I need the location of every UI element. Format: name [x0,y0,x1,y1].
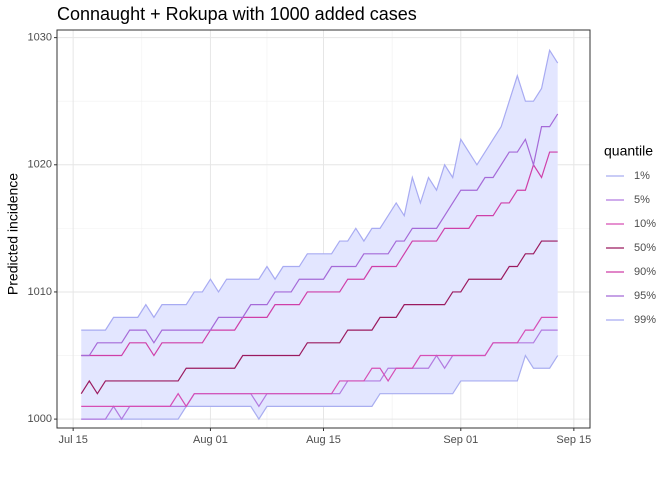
series-line [81,48,559,331]
x-tick-label: Jul 15 [58,434,87,446]
legend-label: 5% [634,194,650,206]
legend-label: 95% [634,290,656,302]
legend-title: quantile [604,143,653,159]
series-line [81,316,558,408]
y-axis-label: Predicted incidence [5,173,21,295]
quantile-ribbon [81,50,558,420]
legend-label: 90% [634,266,656,278]
y-tick-label: 1020 [28,159,52,171]
x-tick-label: Sep 01 [443,434,478,446]
y-tick-label: 1030 [28,32,52,44]
legend-label: 1% [634,170,650,182]
panel-border [56,29,591,429]
legend-label: 50% [634,242,656,254]
legend-label: 99% [634,314,656,326]
series-line [81,151,558,357]
y-tick-label: 1010 [28,286,52,298]
x-tick-label: Aug 01 [193,434,228,446]
series-line [81,113,559,357]
y-tick-label: 1000 [28,413,52,425]
x-tick-label: Sep 15 [556,434,591,446]
series-line [81,354,559,421]
x-tick-label: Aug 15 [306,434,341,446]
chart-title: Connaught + Rokupa with 1000 added cases [57,4,417,24]
legend-label: 10% [634,218,656,230]
series-line [80,240,558,395]
